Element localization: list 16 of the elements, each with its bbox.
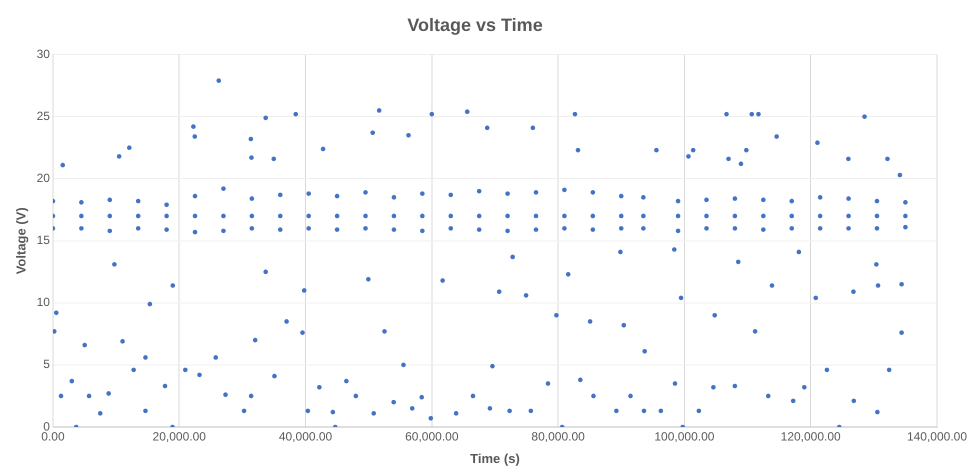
x-tick-label: 20,000.00 [152, 430, 206, 444]
y-tick-label: 10 [36, 295, 50, 310]
y-tick-label: 30 [36, 46, 50, 61]
y-tick-label: 25 [36, 108, 50, 123]
x-tick-label: 120,000.00 [780, 430, 842, 444]
x-tick-label: 60,000.00 [405, 430, 459, 444]
x-axis-title: Time (s) [470, 450, 520, 466]
y-tick-label: 5 [43, 357, 50, 372]
x-tick-label: 80,000.00 [531, 430, 586, 444]
x-tick-label: 100,000.00 [654, 430, 715, 444]
y-tick-label: 20 [36, 171, 50, 186]
y-tick-label: 15 [36, 233, 50, 248]
x-tick-label: 140,000.00 [906, 430, 968, 444]
y-axis-title: Voltage (V) [13, 207, 28, 274]
x-tick-label: 40,000.00 [278, 430, 333, 444]
chart-title: Voltage vs Time [407, 14, 543, 35]
